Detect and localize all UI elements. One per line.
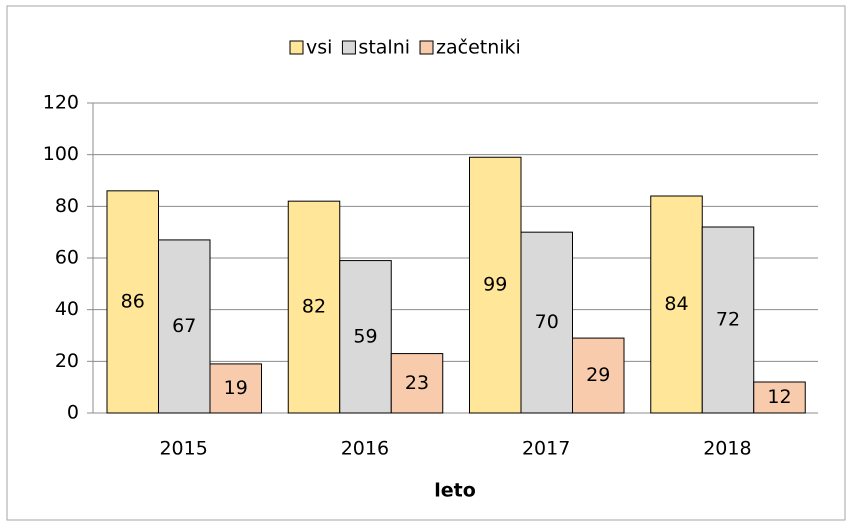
legend-label: vsi xyxy=(306,37,332,59)
bar xyxy=(339,260,392,414)
data-label: 67 xyxy=(172,315,196,337)
data-label: 59 xyxy=(353,325,377,347)
bar xyxy=(158,239,211,414)
bar xyxy=(520,231,573,414)
data-label: 23 xyxy=(405,372,429,394)
data-label: 12 xyxy=(767,386,791,408)
data-label: 72 xyxy=(716,309,740,331)
data-label: 70 xyxy=(535,311,559,333)
data-label: 99 xyxy=(483,274,507,296)
bar xyxy=(572,337,625,414)
y-tick-label: 0 xyxy=(67,402,79,424)
y-tick-label: 80 xyxy=(55,195,79,217)
data-label: 19 xyxy=(224,377,248,399)
x-axis-label: leto xyxy=(434,480,476,502)
legend-label: stalni xyxy=(358,37,410,59)
legend-swatch xyxy=(341,40,356,55)
x-tick-label: 2017 xyxy=(522,438,570,460)
x-tick-label: 2018 xyxy=(703,438,751,460)
bar xyxy=(650,195,703,414)
data-label: 29 xyxy=(586,364,610,386)
y-tick-label: 60 xyxy=(55,247,79,269)
legend-swatch xyxy=(289,40,304,55)
bar xyxy=(390,353,444,414)
y-tick-label: 40 xyxy=(55,298,79,320)
data-label: 82 xyxy=(302,296,326,318)
bar xyxy=(209,363,262,414)
legend-label: začetniki xyxy=(436,37,521,59)
bar xyxy=(753,381,806,414)
data-label: 84 xyxy=(664,293,688,315)
y-tick-label: 120 xyxy=(43,92,79,114)
bar xyxy=(469,156,522,414)
data-label: 86 xyxy=(121,290,145,312)
bar xyxy=(701,226,755,414)
y-tick-label: 100 xyxy=(43,143,79,165)
bar xyxy=(287,200,341,414)
x-tick-label: 2016 xyxy=(341,438,389,460)
x-tick-label: 2015 xyxy=(159,438,207,460)
y-tick-label: 20 xyxy=(55,350,79,372)
legend-swatch xyxy=(419,40,434,55)
